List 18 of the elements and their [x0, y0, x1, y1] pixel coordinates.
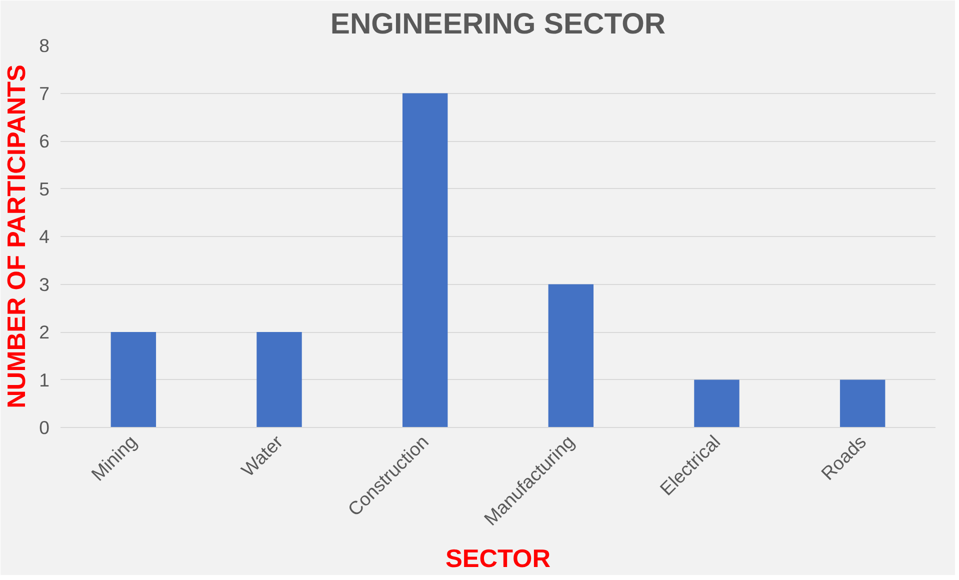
bar [840, 380, 886, 428]
bar [548, 284, 594, 428]
y-axis-title: NUMBER OF PARTICIPANTS [3, 64, 32, 408]
y-tick-label: 7 [39, 82, 50, 104]
y-tick-label: 8 [39, 35, 50, 56]
y-tick-label: 6 [39, 130, 50, 152]
bar [110, 332, 156, 428]
y-tick-label: 1 [39, 369, 50, 390]
y-tick-label: 0 [39, 417, 50, 438]
y-tick-label: 3 [39, 274, 50, 295]
chart-title: ENGINEERING SECTOR [330, 8, 666, 40]
y-tick-label: 5 [39, 178, 50, 200]
bar [256, 332, 302, 428]
x-axis-title: SECTOR [445, 544, 551, 573]
y-tick-label: 4 [39, 226, 50, 247]
bar [694, 380, 740, 428]
bar [402, 93, 448, 428]
y-tick-label: 2 [39, 322, 50, 342]
